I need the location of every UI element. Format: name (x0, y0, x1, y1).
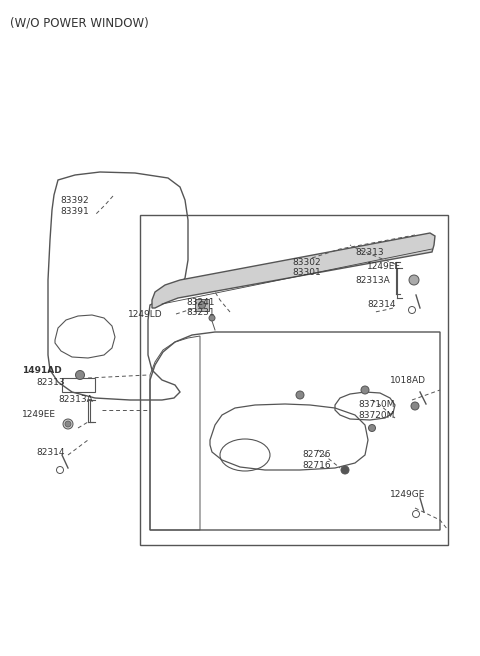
Text: 82314: 82314 (367, 300, 396, 309)
Text: 82726: 82726 (302, 450, 331, 459)
Circle shape (199, 302, 205, 308)
Polygon shape (152, 233, 435, 308)
Polygon shape (195, 299, 209, 311)
Text: 82716: 82716 (302, 461, 331, 470)
Text: 83231: 83231 (186, 308, 215, 317)
Text: 83392: 83392 (60, 196, 89, 205)
Text: 82314: 82314 (36, 448, 64, 457)
Text: 83301: 83301 (292, 268, 321, 277)
Text: 82313: 82313 (355, 248, 384, 257)
Circle shape (409, 275, 419, 285)
Text: 83241: 83241 (186, 298, 215, 307)
Text: 83720M: 83720M (358, 411, 395, 420)
Text: 83302: 83302 (292, 258, 321, 267)
Text: 1018AD: 1018AD (390, 376, 426, 385)
Circle shape (209, 315, 215, 321)
Text: 1249LD: 1249LD (128, 310, 163, 319)
Text: (W/O POWER WINDOW): (W/O POWER WINDOW) (10, 16, 149, 29)
Circle shape (361, 386, 369, 394)
Circle shape (65, 421, 71, 427)
Text: 83391: 83391 (60, 207, 89, 216)
Text: 82313A: 82313A (58, 395, 93, 404)
Circle shape (369, 424, 375, 432)
Circle shape (411, 402, 419, 410)
Text: 1249EE: 1249EE (22, 410, 56, 419)
Circle shape (296, 391, 304, 399)
Circle shape (75, 371, 84, 380)
Text: 1491AD: 1491AD (22, 366, 62, 375)
Text: 1249GE: 1249GE (390, 490, 425, 499)
Text: 82313: 82313 (36, 378, 65, 387)
Circle shape (341, 466, 349, 474)
Text: 83710M: 83710M (358, 400, 395, 409)
Text: 1249EE: 1249EE (367, 262, 401, 271)
Text: 82313A: 82313A (355, 276, 390, 285)
Circle shape (63, 419, 73, 429)
